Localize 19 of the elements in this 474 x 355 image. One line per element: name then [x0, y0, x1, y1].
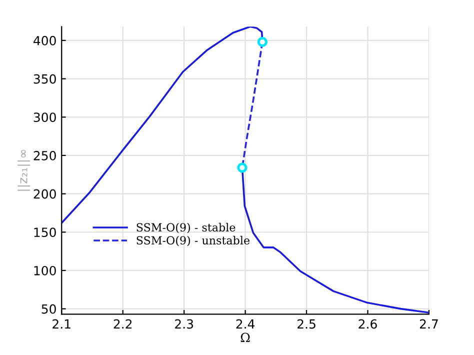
y-tick-label: 50: [42, 304, 56, 314]
y-tick-label: 250: [34, 150, 56, 160]
x-tick-label: 2.1: [52, 319, 70, 329]
x-tick-label: 2.6: [358, 319, 377, 329]
legend-label: SSM-O(9) - unstable: [136, 236, 250, 246]
x-tick-label: 2.5: [297, 319, 316, 329]
x-axis-title: Ω: [240, 332, 250, 342]
y-tick-label: 200: [34, 189, 56, 199]
x-tick-label: 2.2: [114, 319, 132, 329]
x-tick-label: 2.7: [420, 319, 438, 329]
y-axis-title: ||z₂₁||∞: [18, 150, 30, 191]
y-tick-label: 150: [34, 228, 56, 238]
y-tick-label: 350: [34, 74, 56, 84]
y-tick-label: 100: [34, 266, 56, 276]
x-tick-label: 2.3: [175, 319, 194, 329]
y-tick-label: 400: [34, 36, 56, 46]
y-tick-label: 300: [34, 112, 56, 122]
x-tick-label: 2.4: [236, 319, 255, 329]
legend-label: SSM-O(9) - stable: [136, 222, 236, 234]
